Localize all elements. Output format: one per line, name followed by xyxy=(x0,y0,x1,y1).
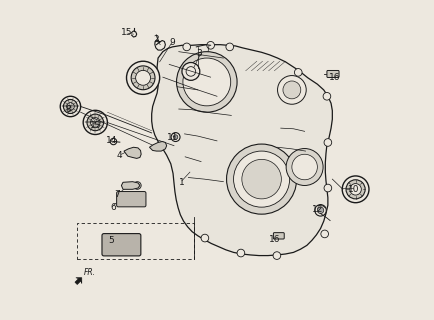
Polygon shape xyxy=(75,278,82,284)
Text: 7: 7 xyxy=(115,190,121,199)
Text: 8: 8 xyxy=(66,105,71,114)
Circle shape xyxy=(136,70,151,85)
Circle shape xyxy=(110,138,117,145)
Circle shape xyxy=(315,204,326,216)
Circle shape xyxy=(286,148,323,186)
Text: 1: 1 xyxy=(179,178,185,187)
Circle shape xyxy=(87,114,104,131)
Text: 16: 16 xyxy=(329,73,340,82)
Circle shape xyxy=(324,184,332,192)
Text: 5: 5 xyxy=(108,236,114,245)
Circle shape xyxy=(346,180,365,199)
Circle shape xyxy=(186,67,196,76)
Circle shape xyxy=(242,159,281,199)
Circle shape xyxy=(173,135,178,139)
Text: FR.: FR. xyxy=(84,268,96,277)
Circle shape xyxy=(233,151,289,207)
Circle shape xyxy=(177,52,237,112)
Circle shape xyxy=(273,252,281,260)
Circle shape xyxy=(127,61,160,94)
Circle shape xyxy=(292,154,317,180)
Text: 14: 14 xyxy=(105,136,117,145)
Circle shape xyxy=(317,207,324,213)
FancyBboxPatch shape xyxy=(273,233,284,239)
Circle shape xyxy=(63,100,77,114)
Circle shape xyxy=(294,68,302,76)
Circle shape xyxy=(277,76,306,104)
Text: 6: 6 xyxy=(111,203,116,212)
Text: 3: 3 xyxy=(197,49,202,58)
Circle shape xyxy=(91,118,100,127)
Text: 16: 16 xyxy=(269,235,281,244)
Text: 11: 11 xyxy=(167,132,179,141)
Circle shape xyxy=(323,92,331,100)
Polygon shape xyxy=(152,45,332,256)
Circle shape xyxy=(321,230,329,238)
Text: 2: 2 xyxy=(154,35,159,44)
Circle shape xyxy=(183,58,231,106)
FancyBboxPatch shape xyxy=(102,234,141,256)
Text: 4: 4 xyxy=(117,151,123,160)
Circle shape xyxy=(134,182,141,189)
Text: 13: 13 xyxy=(89,121,101,130)
Text: 15: 15 xyxy=(122,28,133,37)
Text: 9: 9 xyxy=(169,38,174,47)
Circle shape xyxy=(183,43,191,51)
Bar xyxy=(77,223,194,260)
Circle shape xyxy=(350,184,362,195)
Polygon shape xyxy=(124,147,141,158)
Circle shape xyxy=(283,81,301,99)
FancyBboxPatch shape xyxy=(327,70,339,77)
Polygon shape xyxy=(122,182,140,189)
Circle shape xyxy=(171,132,180,141)
Circle shape xyxy=(324,139,332,146)
Circle shape xyxy=(342,176,369,203)
Text: 10: 10 xyxy=(348,185,360,194)
FancyBboxPatch shape xyxy=(117,192,146,207)
Polygon shape xyxy=(149,141,167,151)
Circle shape xyxy=(182,62,200,80)
Circle shape xyxy=(60,96,81,117)
Circle shape xyxy=(226,43,233,51)
Circle shape xyxy=(237,249,245,257)
Circle shape xyxy=(66,103,74,110)
Circle shape xyxy=(83,110,107,134)
Circle shape xyxy=(201,234,209,242)
Circle shape xyxy=(207,42,214,49)
Circle shape xyxy=(227,144,297,214)
Text: 12: 12 xyxy=(312,205,323,214)
Circle shape xyxy=(131,66,155,90)
